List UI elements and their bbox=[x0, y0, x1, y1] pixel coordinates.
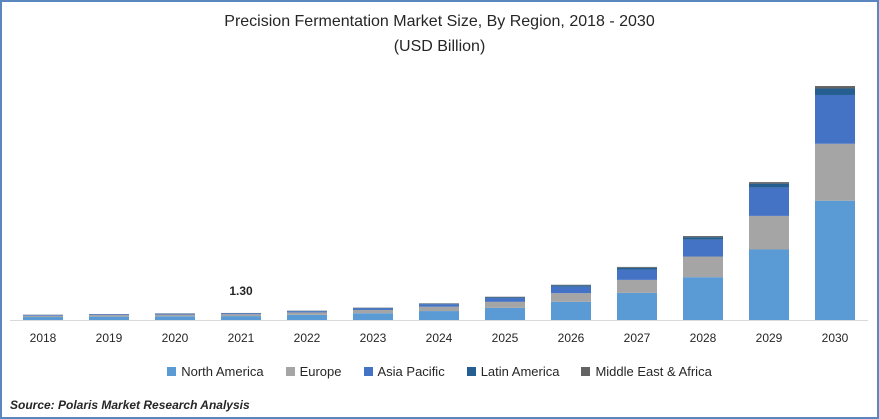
bar-segment bbox=[683, 237, 723, 240]
chart-legend: North America Europe Asia Pacific Latin Ame… bbox=[2, 364, 877, 379]
bar-segment bbox=[353, 308, 393, 310]
x-tick-label: 2028 bbox=[690, 331, 717, 345]
bar-segment bbox=[287, 314, 327, 320]
bar-segment bbox=[815, 86, 855, 89]
bar-segment bbox=[485, 307, 525, 320]
legend-item: Asia Pacific bbox=[363, 364, 445, 379]
bar-segment bbox=[155, 316, 195, 320]
legend-swatch bbox=[466, 367, 476, 376]
bar-segment bbox=[23, 315, 63, 318]
bar-segment bbox=[485, 297, 525, 299]
legend-item: North America bbox=[167, 364, 264, 379]
bar-segment bbox=[551, 293, 591, 302]
bar-segment bbox=[683, 236, 723, 238]
bar-segment bbox=[221, 316, 261, 320]
bar-segment bbox=[815, 94, 855, 144]
x-tick-label: 2025 bbox=[492, 331, 519, 345]
chart-subtitle: (USD Billion) bbox=[393, 38, 486, 55]
legend-item: Middle East & Africa bbox=[581, 364, 712, 379]
x-tick-label: 2027 bbox=[624, 331, 651, 345]
x-tick-label: 2022 bbox=[294, 331, 321, 345]
bar-segment bbox=[89, 314, 129, 316]
bar-segment bbox=[749, 249, 789, 320]
bar-segment bbox=[617, 266, 657, 268]
bar-segment bbox=[89, 315, 129, 317]
bar-segment bbox=[89, 316, 129, 320]
legend-swatch bbox=[581, 367, 591, 376]
bar-segment bbox=[617, 279, 657, 293]
x-tick-label: 2030 bbox=[822, 331, 849, 345]
legend-label: Europe bbox=[299, 364, 342, 379]
bar-segment bbox=[221, 313, 261, 315]
bar-segment bbox=[419, 303, 459, 305]
legend-swatch bbox=[167, 367, 177, 376]
bar-segment bbox=[551, 286, 591, 294]
bar-segment bbox=[551, 301, 591, 320]
source-note: Source: Polaris Market Research Analysis bbox=[10, 398, 250, 412]
bar-segment bbox=[815, 143, 855, 201]
x-tick-label: 2023 bbox=[360, 331, 387, 345]
chart-plot: 2018 2019 2020 2021 1.30 2022 2023 2024 2025 2026… bbox=[10, 86, 868, 345]
x-tick-label: 2018 bbox=[30, 331, 57, 345]
legend-label: North America bbox=[181, 364, 264, 379]
bar-segment bbox=[683, 277, 723, 320]
legend-item: Latin America bbox=[466, 364, 560, 379]
bar-segment bbox=[485, 301, 525, 308]
bar-segment bbox=[749, 182, 789, 184]
bar-segment bbox=[221, 314, 261, 317]
legend-item: Europe bbox=[285, 364, 342, 379]
bar-segment bbox=[815, 200, 855, 320]
legend-label: Latin America bbox=[480, 364, 560, 379]
bar-segment bbox=[419, 304, 459, 307]
bar-segment bbox=[155, 314, 195, 317]
bar-segment bbox=[683, 239, 723, 257]
data-label: 1.30 bbox=[229, 284, 253, 298]
bar-segment bbox=[353, 309, 393, 314]
bar-segment bbox=[155, 313, 195, 315]
bar-segment bbox=[419, 311, 459, 320]
x-tick-label: 2020 bbox=[162, 331, 189, 345]
bar-segment bbox=[749, 183, 789, 188]
legend-label: Asia Pacific bbox=[377, 364, 445, 379]
bar-segment bbox=[749, 215, 789, 250]
x-tick-label: 2019 bbox=[96, 331, 123, 345]
bar-segment bbox=[551, 285, 591, 287]
bar-segment bbox=[287, 311, 327, 313]
x-tick-label: 2024 bbox=[426, 331, 453, 345]
bar-segment bbox=[749, 187, 789, 216]
bar-segment bbox=[23, 315, 63, 316]
legend-swatch bbox=[363, 367, 373, 376]
bar-segment bbox=[551, 284, 591, 286]
legend-label: Middle East & Africa bbox=[595, 364, 712, 379]
bar-segment bbox=[419, 306, 459, 312]
bar-segment bbox=[287, 312, 327, 315]
legend-swatch bbox=[285, 367, 295, 376]
bar-segment bbox=[815, 88, 855, 95]
bar-segment bbox=[23, 317, 63, 320]
x-tick-label: 2029 bbox=[756, 331, 783, 345]
chart-title: Precision Fermentation Market Size, By R… bbox=[224, 13, 655, 30]
bar-segment bbox=[683, 256, 723, 278]
x-tick-label: 2026 bbox=[558, 331, 585, 345]
bar-segment bbox=[485, 298, 525, 302]
x-tick-label: 2021 bbox=[228, 331, 255, 345]
bar-segment bbox=[617, 269, 657, 280]
bar-segment bbox=[617, 292, 657, 320]
bar-segment bbox=[353, 313, 393, 320]
bar-segment bbox=[617, 267, 657, 270]
